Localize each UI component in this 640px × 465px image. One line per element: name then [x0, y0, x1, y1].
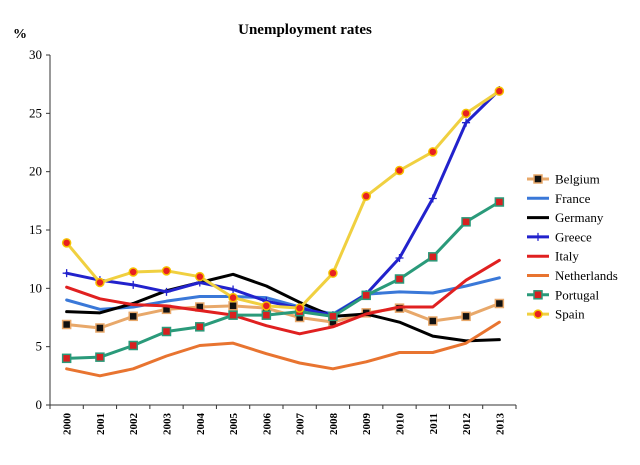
- data-point-marker: [394, 165, 405, 176]
- data-point-marker: [461, 311, 471, 322]
- data-point-marker: [533, 309, 543, 319]
- data-point-marker: [129, 280, 138, 289]
- legend-item-greece: Greece: [527, 229, 592, 244]
- series-greece: [62, 86, 504, 320]
- data-point-marker: [462, 118, 471, 127]
- y-tick-label: 30: [29, 47, 42, 62]
- data-point-marker: [294, 303, 305, 313]
- series-line: [65, 258, 501, 336]
- legend-item-belgium: Belgium: [527, 172, 600, 187]
- legend-label: Portugal: [555, 287, 599, 302]
- data-point-marker: [494, 86, 505, 96]
- x-tick-label: 2009: [361, 413, 373, 436]
- data-point-marker: [62, 269, 71, 278]
- data-point-marker: [428, 252, 438, 262]
- data-point-marker: [128, 340, 138, 351]
- series-line: [65, 320, 501, 378]
- legend-label: Belgium: [555, 172, 600, 187]
- x-tick-label: 2012: [461, 413, 473, 436]
- data-point-marker: [328, 268, 338, 278]
- y-tick-label: 15: [29, 222, 42, 237]
- legend-item-netherlands: Netherlands: [527, 268, 618, 283]
- x-tick-label: 2000: [62, 413, 74, 436]
- series-italy: [65, 258, 501, 336]
- data-point-marker: [95, 323, 105, 333]
- series-line: [65, 88, 501, 317]
- chart-title: Unemployment rates: [238, 22, 372, 38]
- x-tick-label: 2002: [128, 413, 140, 436]
- series-line: [65, 89, 501, 310]
- legend-item-spain: Spain: [527, 307, 585, 322]
- x-tick-label: 2010: [395, 413, 407, 436]
- legend: Belgium France Germany Greece Italy Netherlan…: [527, 172, 618, 322]
- data-point-marker: [461, 108, 471, 119]
- data-point-marker: [61, 319, 72, 330]
- data-point-marker: [128, 267, 138, 277]
- data-point-marker: [161, 326, 172, 337]
- data-point-marker: [361, 290, 371, 301]
- data-point-marker: [61, 238, 72, 248]
- data-point-marker: [534, 232, 542, 241]
- data-point-marker: [494, 197, 505, 207]
- y-tick-label: 20: [29, 164, 42, 179]
- data-point-marker: [195, 322, 205, 332]
- data-point-marker: [229, 285, 238, 294]
- x-tick-label: 2008: [328, 413, 340, 436]
- y-tick-label: 5: [36, 339, 43, 354]
- data-point-marker: [533, 174, 543, 184]
- legend-label: Spain: [555, 307, 585, 322]
- data-point-marker: [61, 353, 72, 364]
- y-tick-label: 25: [29, 105, 42, 120]
- x-tick-label: 2003: [162, 413, 174, 436]
- data-point-marker: [95, 352, 105, 362]
- legend-label: Germany: [555, 210, 604, 225]
- y-tick-label: 0: [36, 397, 43, 412]
- data-point-marker: [428, 147, 438, 157]
- data-point-marker: [328, 311, 338, 322]
- data-point-marker: [428, 194, 437, 203]
- x-tick-label: 2006: [261, 413, 273, 436]
- data-point-marker: [461, 217, 471, 227]
- data-point-marker: [228, 292, 238, 303]
- data-point-marker: [162, 287, 171, 296]
- data-point-marker: [261, 301, 272, 311]
- legend-label: Italy: [555, 249, 579, 264]
- series-layer: [61, 86, 505, 378]
- legend-label: France: [555, 191, 591, 206]
- data-point-marker: [261, 310, 272, 320]
- data-point-marker: [128, 311, 138, 322]
- data-point-marker: [533, 290, 543, 300]
- legend-label: Netherlands: [555, 268, 618, 283]
- axes: 0 5 10 15 20 25 30 2000 2001 2002 2003 2004 2005 2006…: [29, 47, 517, 436]
- legend-item-germany: Germany: [527, 210, 604, 225]
- data-point-marker: [161, 266, 172, 276]
- series-germany: [65, 272, 501, 343]
- data-point-marker: [394, 274, 405, 284]
- legend-item-france: France: [527, 191, 591, 206]
- x-tick-label: 2001: [95, 413, 107, 435]
- legend-label: Greece: [555, 229, 592, 244]
- x-tick-label: 2011: [428, 413, 440, 434]
- y-axis-label: %: [13, 27, 27, 42]
- legend-item-portugal: Portugal: [527, 287, 599, 302]
- series-line: [65, 272, 501, 343]
- x-tick-label: 2013: [494, 413, 506, 436]
- series-line: [65, 200, 501, 360]
- x-tick-label: 2005: [228, 413, 240, 436]
- x-tick-label: 2004: [195, 413, 207, 436]
- data-point-marker: [428, 316, 438, 326]
- data-point-marker: [228, 310, 238, 320]
- legend-item-italy: Italy: [527, 249, 579, 264]
- data-point-marker: [494, 298, 505, 309]
- y-tick-label: 10: [29, 280, 42, 295]
- data-point-marker: [395, 254, 404, 262]
- data-point-marker: [228, 301, 238, 311]
- series-netherlands: [65, 320, 501, 378]
- data-point-marker: [361, 191, 371, 201]
- data-point-marker: [95, 277, 105, 288]
- data-point-marker: [195, 271, 205, 282]
- series-spain: [61, 86, 505, 313]
- x-tick-label: 2007: [295, 413, 307, 436]
